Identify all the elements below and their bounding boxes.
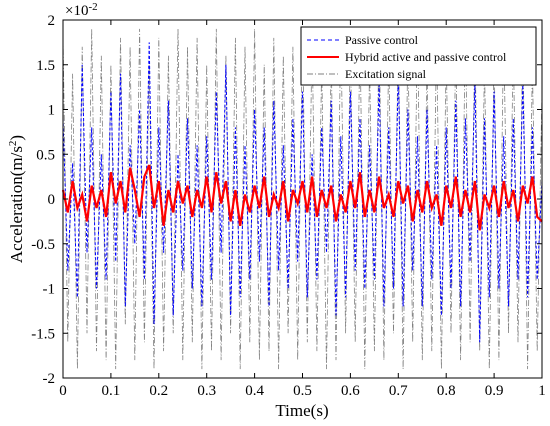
x-tick-label: 0.9 — [485, 383, 504, 399]
y-tick-label: 1 — [48, 103, 56, 119]
x-tick-label: 0.2 — [149, 383, 168, 399]
y-axis-label: Acceleration(m/s2) — [7, 135, 26, 263]
y-tick-label: -2 — [43, 371, 56, 387]
x-axis-label: Time(s) — [275, 401, 328, 420]
y-tick-label: -1 — [43, 282, 56, 298]
x-tick-label: 0.1 — [102, 383, 121, 399]
x-tick-label: 0.4 — [245, 383, 264, 399]
y-axis-multiplier: ×10-2 — [65, 1, 98, 19]
x-tick-label: 0.7 — [389, 383, 408, 399]
y-multiplier-exp: -2 — [88, 1, 97, 13]
series-line-passive-control — [62, 42, 543, 343]
y-tick-label: -1.5 — [31, 326, 55, 342]
y-axis-label-main: Acceleration(m/s — [7, 146, 26, 263]
legend: Passive control Hybrid active and passive… — [300, 26, 537, 86]
x-tick-label: 0.8 — [437, 383, 456, 399]
y-multiplier-base: ×10 — [65, 3, 88, 19]
series-line-hybrid-active-and-passive-control — [61, 164, 543, 231]
legend-label: Hybrid active and passive control — [345, 50, 507, 64]
y-tick-label: 0 — [48, 192, 56, 208]
y-tick-label: 1.5 — [36, 58, 55, 74]
x-tick-label: 0.3 — [197, 383, 216, 399]
y-axis-label-sup: 2 — [7, 141, 19, 147]
legend-label: Passive control — [345, 33, 419, 47]
legend-items: Passive control Hybrid active and passive… — [307, 33, 507, 81]
x-tick-label: 0.6 — [341, 383, 360, 399]
y-tick-label: 0.5 — [36, 147, 55, 163]
y-tick-label: 2 — [48, 13, 56, 29]
legend-label: Excitation signal — [345, 67, 427, 81]
y-tick-label: -0.5 — [31, 237, 55, 253]
x-tick-label: 0.5 — [293, 383, 312, 399]
x-tick-label: 0 — [59, 383, 67, 399]
ticks-layer: 0 0.1 0.2 0.3 0.4 0.5 0.6 0.7 0.8 0.9 1 2 1.5 1 0.5 0 -0… — [31, 13, 546, 399]
y-axis-label-close: ) — [7, 135, 26, 141]
legend-box — [300, 26, 537, 86]
x-tick-label: 1 — [538, 383, 546, 399]
